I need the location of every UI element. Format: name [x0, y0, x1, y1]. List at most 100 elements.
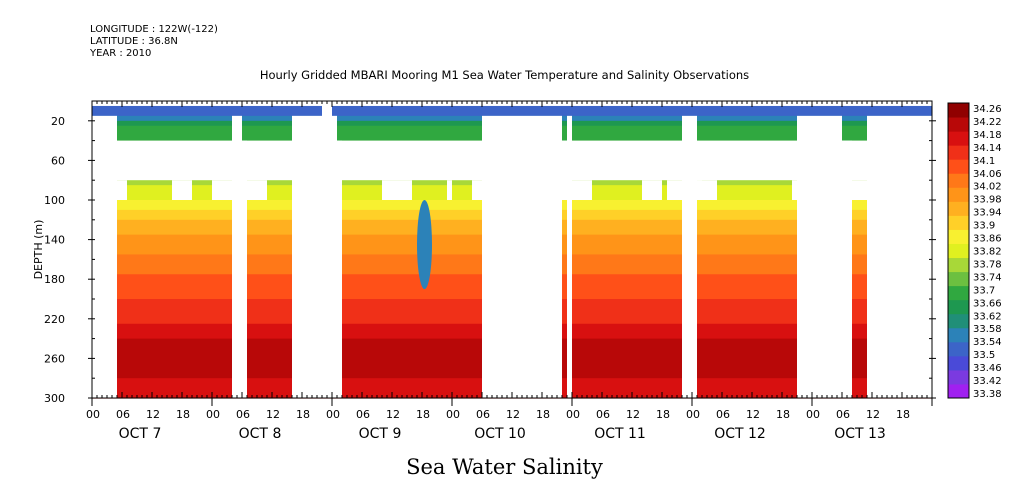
data-gap	[337, 140, 342, 398]
y-axis-label: DEPTH (m)	[32, 220, 45, 280]
data-gap	[232, 115, 242, 398]
x-tick-label: 00	[86, 408, 100, 421]
colorbar-label: 34.22	[973, 117, 1002, 128]
data-gap	[332, 115, 337, 398]
data-gap	[472, 180, 482, 200]
colorbar-label: 34.18	[973, 130, 1002, 141]
data-gap	[797, 115, 842, 398]
colorbar-swatch	[948, 271, 969, 287]
colorbar-label: 33.5	[973, 350, 995, 361]
colorbar-swatch	[948, 257, 969, 273]
colorbar-label: 33.82	[973, 247, 1002, 258]
x-tick-label: 18	[176, 408, 190, 421]
data-gap	[682, 115, 697, 398]
colorbar-label: 33.42	[973, 376, 1002, 387]
colorbar-swatch	[948, 187, 969, 202]
colorbar-label: 34.26	[973, 104, 1002, 115]
x-tick-label: 00	[206, 408, 220, 421]
chart-title: Hourly Gridded MBARI Mooring M1 Sea Wate…	[259, 68, 750, 82]
data-gap	[567, 115, 572, 398]
data-gap	[447, 180, 452, 200]
colorbar-label: 33.94	[973, 208, 1002, 219]
data-gap	[697, 180, 702, 200]
colorbar-swatch	[948, 299, 969, 315]
data-gap	[792, 180, 797, 200]
anomaly-region	[417, 200, 432, 290]
colorbar-swatch	[948, 131, 969, 146]
x-day-label: OCT 13	[834, 426, 886, 442]
colorbar-label: 33.62	[973, 311, 1002, 322]
data-gap	[482, 115, 562, 398]
colorbar-swatch	[948, 243, 969, 259]
x-tick-label: 06	[476, 408, 490, 421]
colorbar-swatch	[948, 355, 969, 371]
x-axis: 00 06 12 18 00 06 12 18 00 06 12 18 00 06 12 18 00 06 12 18…	[86, 101, 933, 442]
colorbar-swatch	[948, 341, 969, 357]
colorbar-swatch	[948, 145, 969, 160]
y-tick-label: 180	[44, 273, 65, 286]
data-gap	[842, 140, 852, 398]
colorbar-label: 33.38	[973, 389, 1002, 400]
colorbar-label: 34.02	[973, 182, 1002, 193]
x-tick-label: 00	[446, 408, 460, 421]
x-tick-label: 00	[686, 408, 700, 421]
data-gap	[852, 180, 867, 200]
y-tick-label: 60	[51, 154, 65, 167]
data-gap	[642, 180, 662, 200]
colorbar-swatch	[948, 229, 969, 244]
x-day-label: OCT 11	[594, 426, 646, 442]
colorbar-swatch	[948, 215, 969, 230]
colorbar-label: 33.98	[973, 195, 1002, 206]
x-tick-label: 18	[416, 408, 430, 421]
x-tick-label: 12	[746, 408, 760, 421]
x-tick-label: 12	[506, 408, 520, 421]
data-gap	[297, 115, 322, 398]
x-tick-label: 18	[656, 408, 670, 421]
data-gap	[867, 115, 932, 398]
y-tick-label: 140	[44, 234, 65, 247]
y-tick-label: 300	[44, 392, 65, 405]
colorbar-label: 33.74	[973, 272, 1002, 283]
colorbar-label: 34.06	[973, 169, 1002, 180]
colorbar-label: 33.58	[973, 324, 1002, 335]
colorbar-swatch	[948, 369, 969, 385]
colorbar-swatch	[948, 117, 969, 132]
year-label: YEAR : 2010	[90, 48, 152, 59]
colorbar-label: 33.78	[973, 259, 1002, 270]
y-tick-label: 260	[44, 352, 65, 365]
colorbar-swatch	[948, 159, 969, 174]
x-tick-label: 18	[776, 408, 790, 421]
colorbar-label: 33.9	[973, 221, 995, 232]
x-tick-label: 06	[236, 408, 250, 421]
data-gap	[212, 180, 232, 200]
x-day-label: OCT 8	[239, 426, 282, 442]
x-tick-label: 18	[536, 408, 550, 421]
x-tick-label: 06	[116, 408, 130, 421]
variable-title: Sea Water Salinity	[406, 455, 603, 479]
x-tick-label: 18	[896, 408, 910, 421]
colorbar-swatch	[948, 285, 969, 301]
x-tick-label: 12	[866, 408, 880, 421]
data-gap	[172, 180, 192, 200]
x-tick-label: 00	[326, 408, 340, 421]
heatmap-cell	[92, 110, 932, 117]
x-tick-label: 12	[146, 408, 160, 421]
x-tick-label: 18	[296, 408, 310, 421]
data-gap	[572, 180, 592, 200]
longitude-label: LONGITUDE : 122W(-122)	[90, 24, 218, 35]
colorbar: 34.26 34.22 34.18 34.14 34.1 34.06 34.02 33.98 3…	[947, 102, 1002, 400]
colorbar-label: 33.66	[973, 298, 1002, 309]
x-tick-label: 00	[566, 408, 580, 421]
latitude-label: LATITUDE : 36.8N	[90, 36, 178, 47]
colorbar-swatch	[948, 173, 969, 188]
data-gap	[117, 180, 127, 200]
colorbar-label: 33.54	[973, 337, 1002, 348]
colorbar-label: 34.1	[973, 156, 995, 167]
data-gap	[562, 140, 567, 200]
data-gap	[292, 115, 297, 398]
colorbar-label: 33.7	[973, 285, 995, 296]
x-tick-label: 06	[836, 408, 850, 421]
y-tick-label: 220	[44, 313, 65, 326]
colorbar-label: 33.86	[973, 234, 1002, 245]
